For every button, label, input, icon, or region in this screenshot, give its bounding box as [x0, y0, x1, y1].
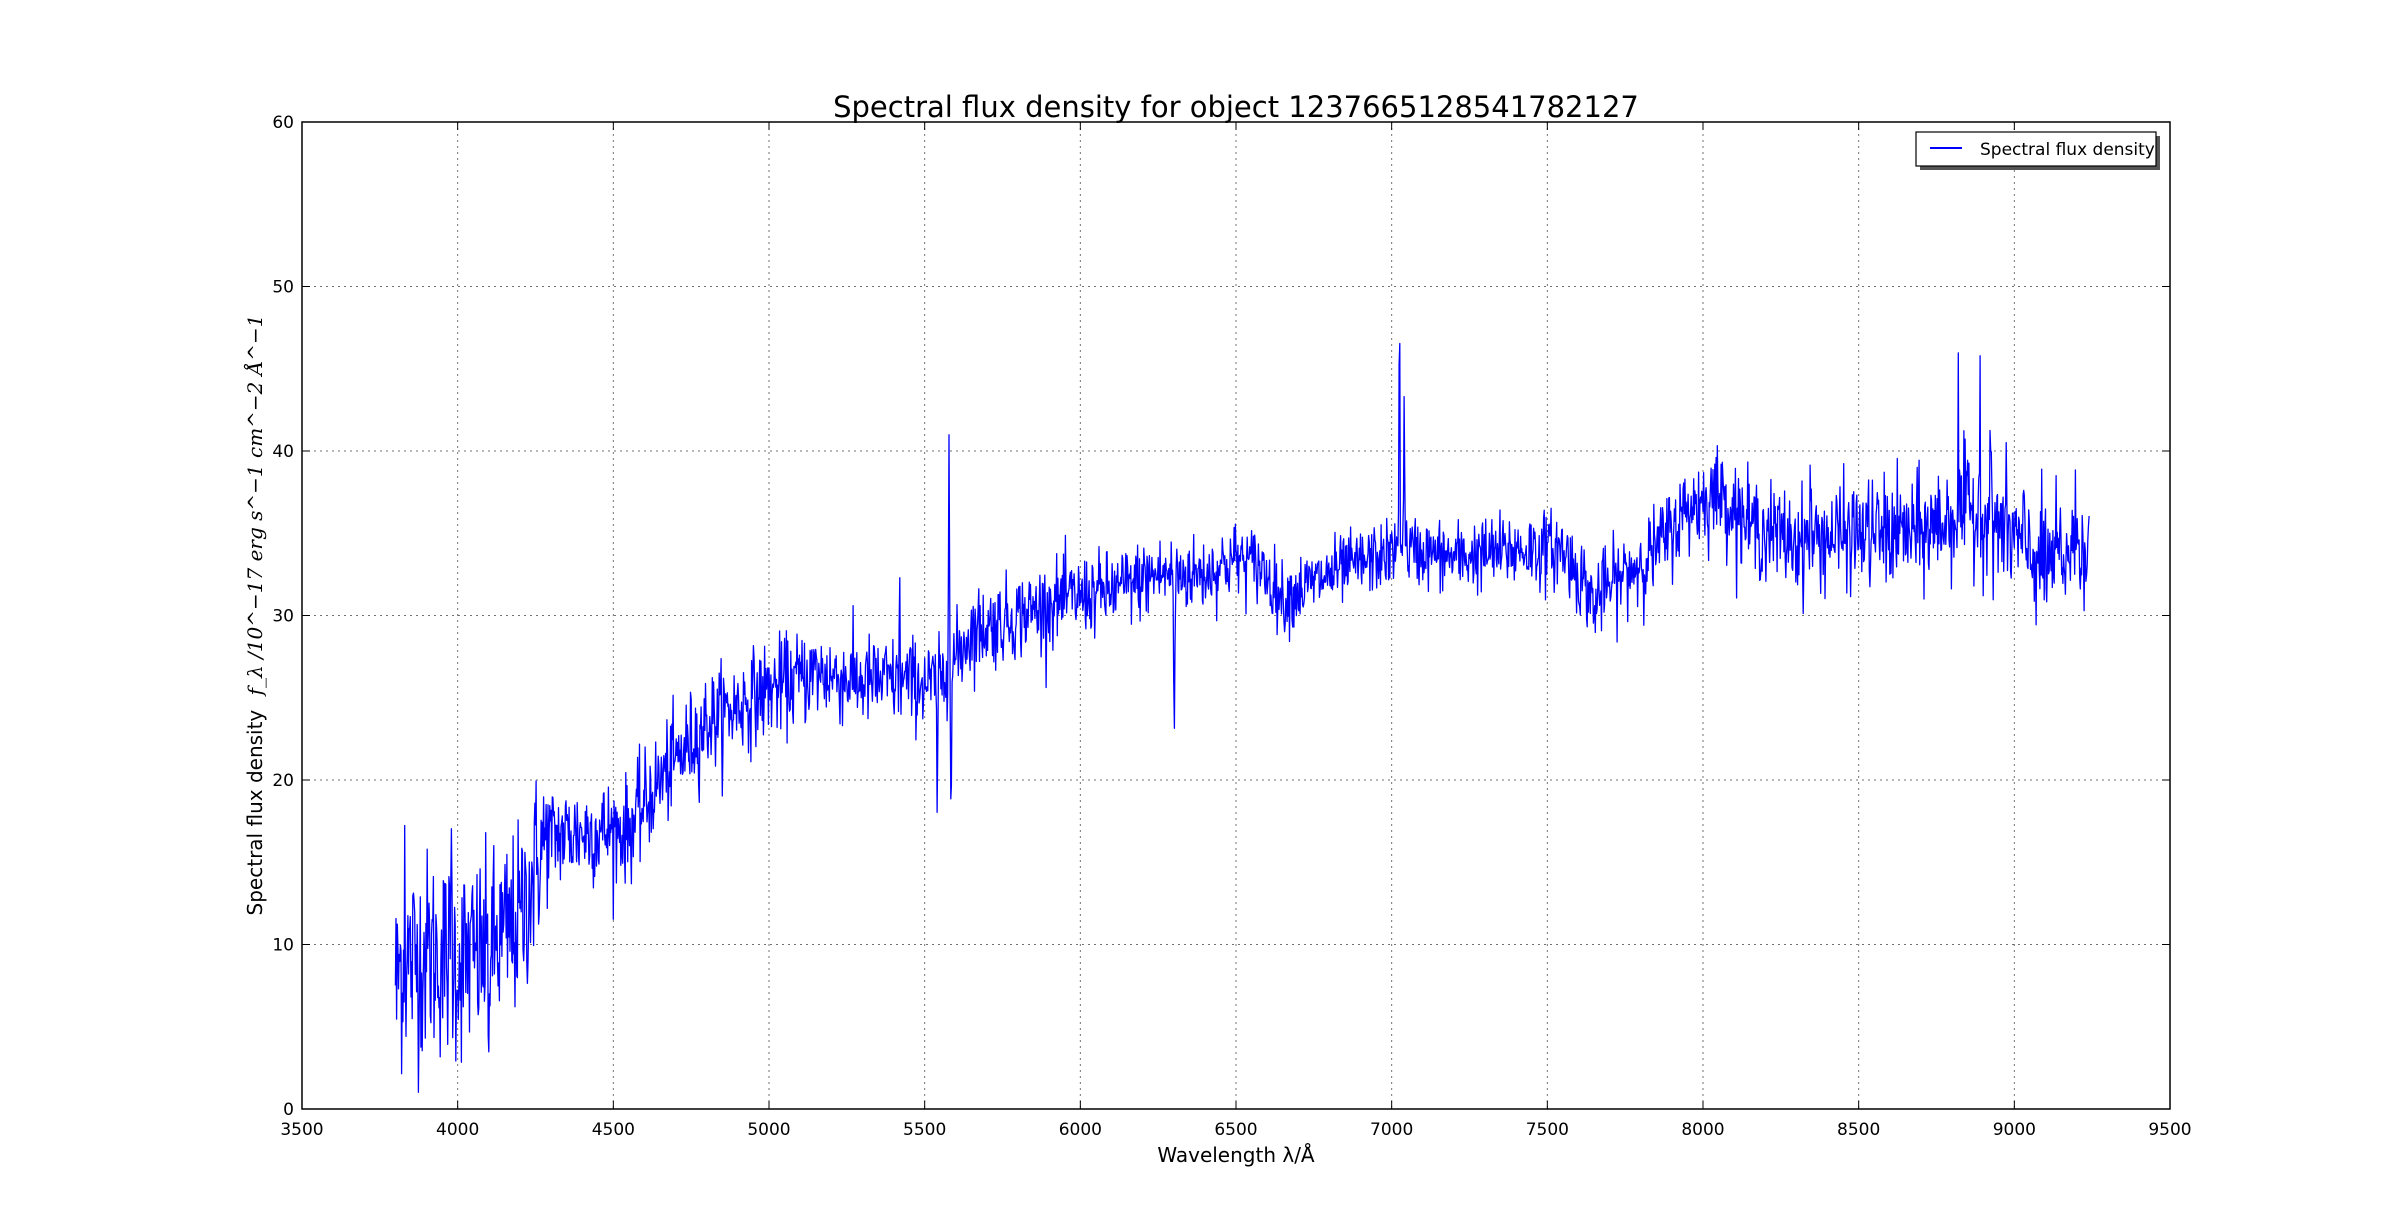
x-tick-label: 4500 [592, 1120, 635, 1140]
x-axis-label: Wavelength λ/Å [1157, 1143, 1315, 1167]
x-tick-label: 7500 [1526, 1120, 1569, 1140]
x-tick-label: 6500 [1214, 1120, 1257, 1140]
x-tick-label: 6000 [1059, 1120, 1102, 1140]
y-tick-label: 10 [272, 936, 294, 956]
x-tick-label: 8500 [1837, 1120, 1880, 1140]
x-tick-label: 8000 [1681, 1120, 1724, 1140]
y-tick-label: 50 [272, 278, 294, 298]
x-tick-label: 9500 [2148, 1120, 2191, 1140]
legend-label: Spectral flux density [1980, 140, 2155, 160]
spectral-flux-line [394, 342, 2090, 1093]
grid [302, 122, 2170, 1109]
x-tick-label: 7000 [1370, 1120, 1413, 1140]
x-tick-label: 5500 [903, 1120, 946, 1140]
y-axis-label: Spectral flux density f_λ /10^−17 erg s^… [242, 315, 267, 916]
x-tick-label: 5000 [747, 1120, 790, 1140]
x-tick-label: 9000 [1993, 1120, 2036, 1140]
chart-title: Spectral flux density for object 1237665… [833, 90, 1639, 124]
series-layer [394, 342, 2090, 1093]
y-tick-label: 30 [272, 607, 294, 627]
x-tick-label: 4000 [436, 1120, 479, 1140]
x-tick-label: 3500 [280, 1120, 323, 1140]
ticks: 3500 4000 4500 5000 5500 6000 6500 7000 7500 8000… [272, 113, 2191, 1140]
y-tick-label: 0 [283, 1100, 294, 1120]
y-axis-label-units: f_λ /10^−17 erg s^−1 cm^−2 Å^−1 [242, 315, 267, 698]
legend: Spectral flux density [1915, 131, 2160, 170]
y-tick-label: 40 [272, 442, 294, 462]
y-tick-label: 20 [272, 771, 294, 791]
y-axis-label-prefix: Spectral flux density [243, 710, 267, 916]
y-tick-label: 60 [272, 113, 294, 133]
